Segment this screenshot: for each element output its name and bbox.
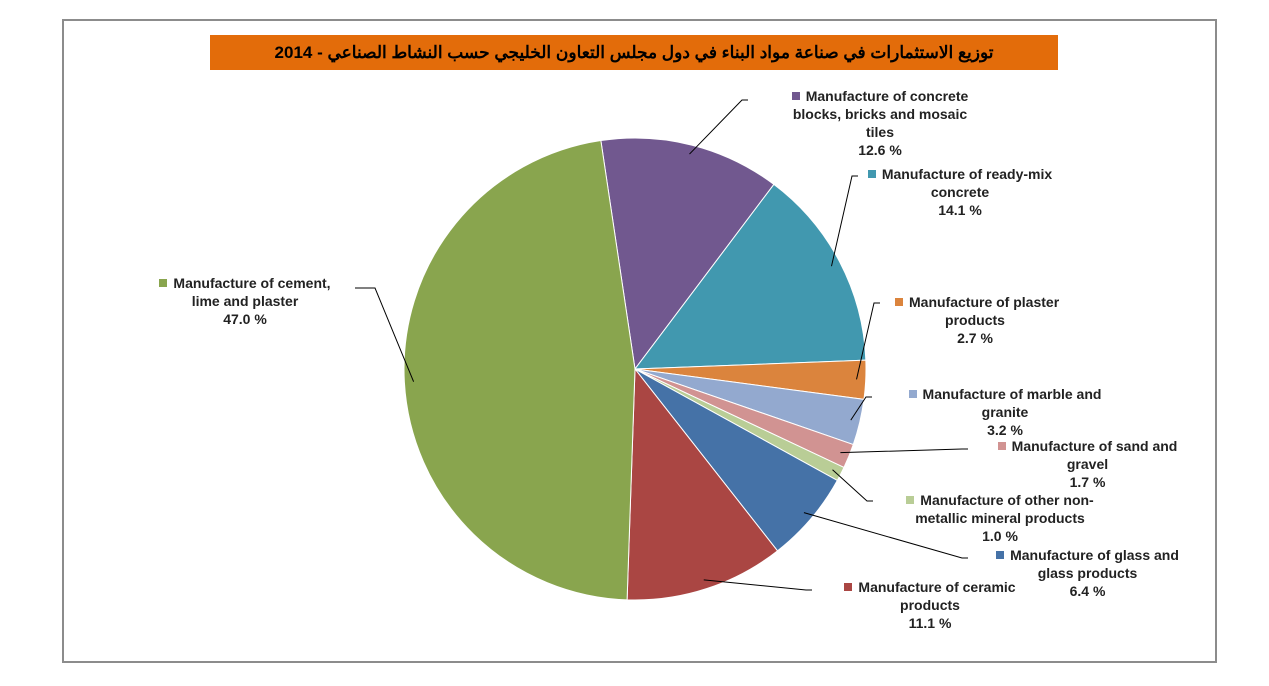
- slice-label-line: blocks, bricks and mosaic: [765, 105, 995, 123]
- slice-value-label: 14.1 %: [938, 202, 982, 218]
- slice-label-text: glass products: [1037, 565, 1138, 581]
- pie-slice-2: [633, 183, 867, 370]
- slice-label-line: products: [820, 596, 1040, 614]
- slice-label-line: tiles: [765, 123, 995, 141]
- slice-label-text: Manufacture of ceramic: [858, 579, 1016, 595]
- slice-label-text: Manufacture of sand and: [1011, 438, 1178, 454]
- slice-value-label: 2.7 %: [957, 330, 993, 346]
- slice-label-line: products: [895, 311, 1055, 329]
- slice-label-text: Manufacture of cement,: [173, 275, 331, 291]
- slice-label-line: Manufacture of marble and: [885, 385, 1125, 403]
- slice-value-label: 1.7 %: [1069, 474, 1106, 490]
- slice-value-label: 47.0 %: [223, 311, 267, 327]
- slice-label-text: blocks, bricks and mosaic: [792, 106, 968, 122]
- slice-label-8: Manufacture of ceramic products 11.1 %: [820, 578, 1040, 632]
- slice-label-text: products: [945, 312, 1005, 328]
- slice-label-line: lime and plaster: [140, 292, 350, 310]
- slice-label-7: Manufacture of glass and glass products 6.…: [975, 546, 1200, 600]
- leader-line-3: [856, 302, 880, 380]
- slice-label-text: metallic mineral products: [915, 510, 1085, 526]
- slice-value-label: 3.2 %: [987, 422, 1023, 438]
- leader-line-9: [355, 287, 415, 382]
- leader-line-8: [703, 579, 812, 591]
- leader-line-5: [840, 448, 968, 454]
- slice-label-5: Manufacture of sand and gravel 1.7 %: [975, 437, 1200, 491]
- pie-slice-9: [403, 139, 636, 601]
- slice-label-line: granite: [885, 403, 1125, 421]
- slice-label-3: Manufacture of plaster products 2.7 %: [895, 293, 1059, 347]
- legend-swatch: [908, 390, 917, 398]
- legend-swatch: [844, 583, 853, 591]
- slice-label-line: metallic mineral products: [880, 509, 1120, 527]
- slice-label-9: Manufacture of cement, lime and plaster 47…: [140, 274, 350, 328]
- legend-swatch: [791, 92, 800, 100]
- slice-label-text: tiles: [865, 124, 894, 140]
- legend-swatch: [996, 551, 1005, 559]
- legend-swatch: [906, 496, 915, 504]
- slice-value-label: 11.1 %: [908, 615, 952, 631]
- leader-line-2: [831, 175, 858, 267]
- leader-line-4: [850, 396, 872, 421]
- slice-label-line: Manufacture of plaster: [895, 293, 1059, 311]
- legend-swatch: [895, 298, 903, 306]
- slice-value-label: 12.6 %: [858, 142, 902, 158]
- slice-label-1: Manufacture of concrete blocks, bricks an…: [765, 87, 995, 159]
- slice-label-line: Manufacture of other non-: [880, 491, 1120, 509]
- slice-label-text: Manufacture of marble and: [922, 386, 1102, 402]
- slice-label-line: Manufacture of ceramic: [820, 578, 1040, 596]
- slice-value-label: 6.4 %: [1069, 583, 1106, 599]
- leader-line-1: [689, 99, 748, 155]
- slice-label-line: glass products: [975, 564, 1200, 582]
- slice-label-text: products: [900, 597, 960, 613]
- slice-label-text: Manufacture of plaster: [909, 294, 1060, 310]
- slice-label-line: gravel: [975, 455, 1200, 473]
- leader-line-7: [803, 512, 968, 559]
- slice-label-text: gravel: [1066, 456, 1109, 472]
- slice-value-label: 1.0 %: [982, 528, 1018, 544]
- slice-label-text: Manufacture of concrete: [805, 88, 969, 104]
- slice-label-text: Manufacture of other non-: [920, 492, 1094, 508]
- chart-title: توزيع الاستثمارات في صناعة مواد البناء ف…: [210, 35, 1058, 70]
- slice-label-line: Manufacture of ready-mix: [860, 165, 1060, 183]
- slice-label-text: Manufacture of ready-mix: [881, 166, 1053, 182]
- slice-label-line: Manufacture of sand and: [975, 437, 1200, 455]
- slice-label-2: Manufacture of ready-mix concrete 14.1 %: [860, 165, 1060, 219]
- slice-label-line: concrete: [860, 183, 1060, 201]
- pie-slice-1: [600, 137, 775, 371]
- leader-line-6: [832, 469, 873, 502]
- slice-label-line: Manufacture of concrete: [765, 87, 995, 105]
- legend-swatch: [997, 442, 1006, 450]
- slice-label-text: Manufacture of glass and: [1010, 547, 1179, 563]
- slice-label-line: Manufacture of cement,: [140, 274, 350, 292]
- slice-label-line: Manufacture of glass and: [975, 546, 1200, 564]
- legend-swatch: [159, 279, 168, 287]
- slice-label-text: concrete: [930, 184, 990, 200]
- legend-swatch: [867, 170, 876, 178]
- slice-label-text: granite: [981, 404, 1029, 420]
- slice-label-6: Manufacture of other non-metallic minera…: [880, 491, 1120, 545]
- slice-label-4: Manufacture of marble and granite 3.2 %: [885, 385, 1125, 439]
- pie-slice-8: [626, 367, 779, 601]
- slice-label-text: lime and plaster: [191, 293, 299, 309]
